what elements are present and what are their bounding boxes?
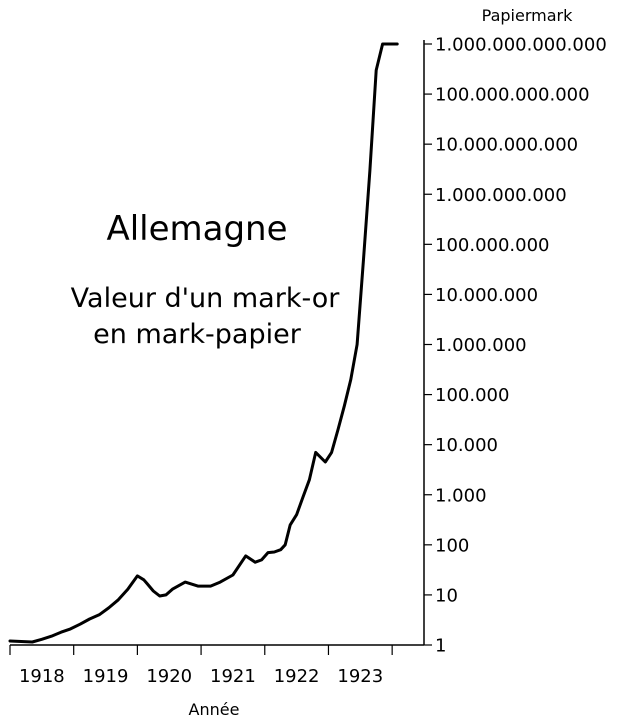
y-tick-label-3: 1.000 [435, 485, 487, 506]
chart-subtitle-line-2: en mark-papier [93, 319, 302, 350]
x-tick-label-1921: 1921 [210, 666, 256, 687]
y-axis-title: Papiermark [482, 6, 573, 25]
chart-subtitle-line-1: Valeur d'un mark-or [71, 283, 341, 314]
y-tick-label-11: 100.000.000.000 [435, 85, 590, 106]
y-tick-label-12: 1.000.000.000.000 [435, 35, 607, 56]
y-tick-label-4: 10.000 [435, 435, 498, 456]
series-layer [8, 42, 399, 644]
series-line-0 [8, 42, 399, 644]
x-tick-label-1923: 1923 [337, 666, 383, 687]
y-tick-label-0: 1 [435, 636, 446, 657]
axes: 1 10 100 1.000 10.000 100.000 1.000.000 10.000.… [9, 35, 607, 687]
x-tick-label-1920: 1920 [146, 666, 192, 687]
y-tick-label-9: 1.000.000.000 [435, 185, 567, 206]
x-axis-title: Année [189, 700, 240, 719]
x-tick-label-1919: 1919 [83, 666, 129, 687]
y-tick-label-1: 10 [435, 585, 458, 606]
y-tick-label-7: 10.000.000 [435, 285, 538, 306]
x-tick-label-1918: 1918 [19, 666, 65, 687]
x-tick-label-1922: 1922 [274, 666, 320, 687]
chart-title: Allemagne [106, 209, 287, 249]
y-tick-label-2: 100 [435, 535, 469, 556]
y-tick-label-10: 10.000.000.000 [435, 135, 578, 156]
y-tick-label-5: 100.000 [435, 385, 509, 406]
y-tick-label-6: 1.000.000 [435, 335, 527, 356]
y-tick-label-8: 100.000.000 [435, 235, 550, 256]
